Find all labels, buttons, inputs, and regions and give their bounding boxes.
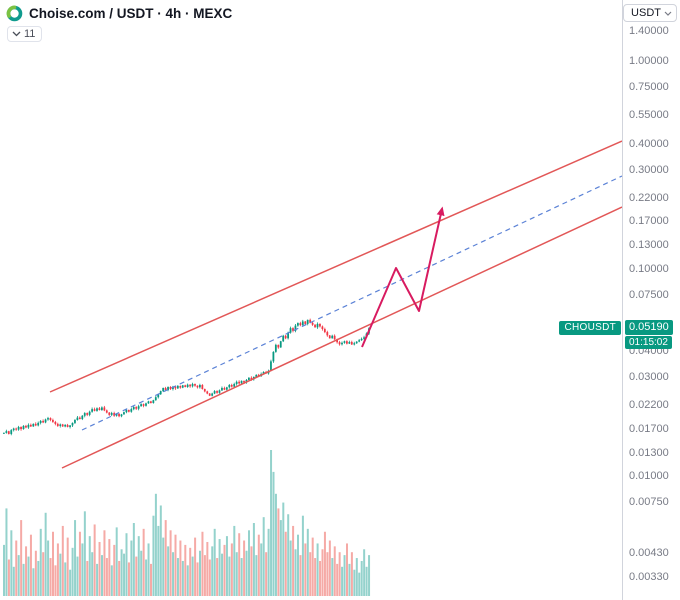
axis-label: 0.02200 — [629, 399, 669, 412]
symbol-price-tag: CHOUSDT — [559, 321, 621, 336]
forecast-arrow[interactable] — [361, 206, 445, 348]
currency-dropdown-button[interactable]: USDT — [623, 4, 677, 22]
channel-lines[interactable] — [49, 140, 622, 469]
chart-area: CHOUSDT — [0, 0, 622, 600]
axis-label: 0.00330 — [629, 570, 669, 583]
object-count-label: 11 — [24, 28, 36, 40]
chart-header: Choise.com / USDT · 4h · MEXC — [6, 5, 232, 22]
axis-label: 0.13000 — [629, 238, 669, 251]
axis-label: 0.07500 — [629, 288, 669, 301]
axis-label: 0.17000 — [629, 214, 669, 227]
volume-layer — [3, 450, 371, 596]
object-tree-collapse-button[interactable]: 11 — [7, 26, 43, 42]
axis-label: 0.75000 — [629, 80, 669, 93]
axis-label: 0.01000 — [629, 470, 669, 483]
axis-label: 1.00000 — [629, 54, 669, 67]
axis-label: 0.10000 — [629, 262, 669, 275]
last-price-badge: 0.05190 — [625, 320, 673, 336]
chevron-down-icon — [12, 28, 21, 40]
symbol-title[interactable]: Choise.com / USDT · 4h · MEXC — [29, 6, 233, 21]
axis-label: 0.22000 — [629, 191, 669, 204]
axis-label: 0.01700 — [629, 422, 669, 435]
axis-label: 0.03000 — [629, 371, 669, 384]
axis-label: 0.00750 — [629, 496, 669, 509]
axis-label: 0.40000 — [629, 137, 669, 150]
currency-label: USDT — [631, 7, 661, 19]
bar-countdown-badge: 01:15:02 — [625, 336, 672, 350]
price-chart-canvas[interactable] — [0, 0, 622, 600]
chevron-down-icon — [664, 7, 672, 19]
axis-label: 0.01300 — [629, 446, 669, 459]
axis-label: 0.55000 — [629, 108, 669, 121]
axis-label: 1.40000 — [629, 24, 669, 37]
axis-label: 0.30000 — [629, 163, 669, 176]
choise-logo-icon — [6, 5, 23, 22]
axis-label: 0.00430 — [629, 546, 669, 559]
price-axis[interactable]: 1.40000 1.00000 0.75000 0.55000 0.40000 0.300… — [622, 0, 680, 600]
candles-layer — [3, 318, 370, 436]
